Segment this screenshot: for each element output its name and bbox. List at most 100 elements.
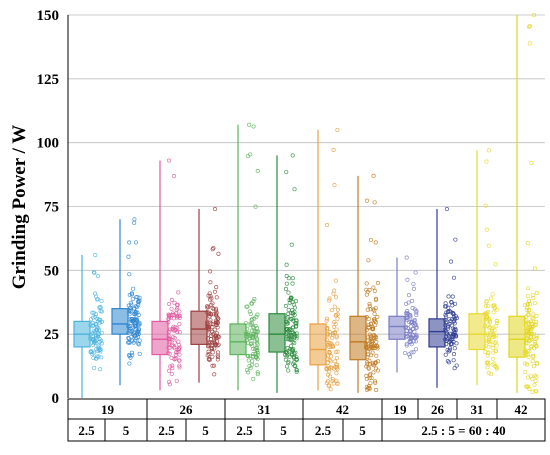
data-point (526, 320, 531, 325)
data-point (526, 384, 531, 389)
data-point (215, 315, 220, 320)
data-point (129, 321, 134, 326)
data-point (291, 355, 296, 360)
data-point (525, 341, 530, 346)
data-point (289, 311, 294, 316)
data-point (373, 380, 378, 385)
data-point (286, 368, 291, 373)
data-point (132, 217, 137, 222)
data-point (446, 325, 451, 330)
data-point (212, 207, 218, 212)
data-point (413, 270, 418, 275)
data-point (327, 358, 332, 363)
data-point (290, 276, 295, 281)
data-point (214, 306, 219, 311)
data-point (91, 338, 96, 343)
data-point (285, 350, 290, 355)
data-point (284, 262, 289, 267)
data-point (99, 355, 104, 360)
data-point (92, 330, 97, 335)
data-point (453, 314, 458, 319)
data-point (255, 357, 260, 362)
data-point (210, 301, 215, 306)
data-point (177, 315, 182, 320)
data-point (325, 223, 330, 228)
data-point (170, 327, 175, 332)
data-point (133, 333, 138, 338)
data-point (176, 290, 181, 295)
data-point (288, 333, 293, 338)
data-point (523, 361, 528, 366)
data-point (487, 325, 492, 331)
data-point (244, 304, 249, 309)
data-point (168, 364, 173, 369)
data-point (491, 310, 496, 315)
data-point (374, 296, 379, 301)
data-point (254, 314, 259, 319)
data-point (166, 313, 171, 318)
data-point (133, 240, 139, 245)
data-point (365, 361, 370, 367)
category-label-top: 42 (336, 402, 349, 417)
data-point (452, 321, 457, 326)
data-point (372, 288, 377, 293)
data-point (365, 360, 370, 365)
data-point (294, 323, 299, 328)
data-point (246, 370, 251, 375)
data-point (527, 338, 532, 344)
data-point (494, 364, 499, 370)
data-point (167, 368, 172, 373)
data-point (334, 355, 340, 360)
data-point (285, 352, 290, 358)
data-point (207, 291, 212, 296)
data-point (413, 339, 418, 344)
data-point (449, 300, 454, 305)
data-point (448, 337, 453, 342)
data-point (533, 378, 538, 383)
data-point (89, 349, 94, 355)
data-point (136, 342, 142, 347)
data-point (375, 368, 380, 373)
data-point (527, 23, 532, 29)
data-point (452, 346, 457, 351)
data-point (484, 300, 489, 305)
data-point (286, 290, 291, 295)
data-point (126, 336, 132, 341)
data-point (375, 280, 380, 286)
category-label-bottom: 5 (359, 423, 366, 438)
box (151, 320, 169, 356)
data-point (284, 170, 289, 175)
data-point (285, 345, 290, 350)
data-point (334, 378, 339, 383)
data-point (405, 277, 410, 282)
data-point (329, 308, 334, 313)
data-point (332, 320, 337, 325)
data-point (285, 315, 290, 320)
data-point (177, 330, 182, 335)
data-point (216, 251, 221, 256)
data-point (208, 318, 213, 323)
data-point (249, 301, 255, 306)
data-point (136, 341, 141, 346)
data-point (335, 316, 340, 321)
data-point (485, 331, 490, 336)
data-point (210, 340, 215, 345)
data-point (412, 329, 417, 334)
data-point (450, 326, 455, 331)
data-point (527, 348, 532, 353)
data-point (490, 356, 496, 361)
data-point (529, 160, 534, 165)
data-point (411, 281, 416, 286)
box (508, 315, 526, 358)
category-label-bottom: 2.5 (236, 423, 253, 438)
data-point (451, 315, 456, 320)
data-point (291, 318, 296, 323)
data-point (533, 342, 538, 347)
data-point (372, 345, 377, 350)
category-label-bottom: 2.5 (158, 423, 175, 438)
data-point (487, 334, 492, 340)
data-point (247, 122, 252, 127)
data-point (250, 359, 255, 364)
data-point (126, 254, 131, 259)
data-point (215, 353, 220, 358)
